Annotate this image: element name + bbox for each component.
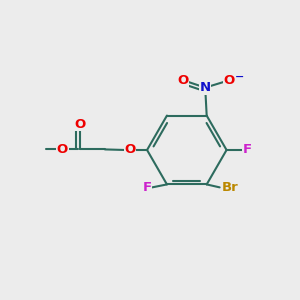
Text: O: O (224, 74, 235, 87)
Text: O: O (178, 74, 189, 87)
Text: N: N (200, 81, 211, 94)
Text: O: O (74, 118, 86, 130)
Text: Br: Br (222, 181, 238, 194)
Text: O: O (124, 143, 136, 157)
Text: F: F (142, 181, 152, 194)
Text: F: F (243, 143, 252, 157)
Text: −: − (235, 72, 244, 82)
Text: O: O (57, 143, 68, 156)
